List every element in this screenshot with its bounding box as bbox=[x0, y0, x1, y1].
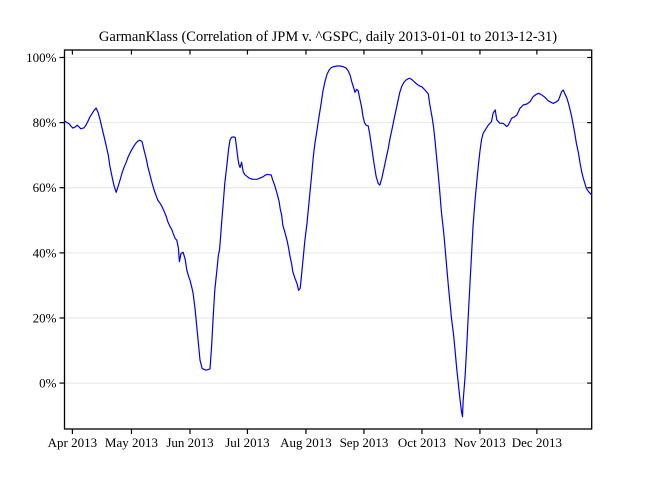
y-tick-label: 0% bbox=[39, 376, 57, 391]
x-tick-label: Jul 2013 bbox=[225, 435, 269, 450]
gridlines bbox=[64, 56, 592, 384]
x-tick-label: Sep 2013 bbox=[340, 435, 389, 450]
chart-title: GarmanKlass (Correlation of JPM v. ^GSPC… bbox=[99, 29, 557, 45]
correlation-line bbox=[63, 65, 593, 418]
x-tick-label: Oct 2013 bbox=[398, 435, 446, 450]
y-tick-label: 40% bbox=[33, 245, 57, 260]
y-tick-label: 100% bbox=[26, 50, 57, 65]
y-tick-label: 60% bbox=[33, 180, 57, 195]
x-tick-label: Nov 2013 bbox=[454, 435, 506, 450]
plot-frame bbox=[63, 49, 593, 430]
x-tick-label: Apr 2013 bbox=[48, 435, 97, 450]
y-tick-label: 20% bbox=[33, 310, 57, 325]
axis-labels: 0% 20% 40% 60% 80% 100% Apr 2013 May 2013 Jun 20… bbox=[26, 50, 562, 450]
x-tick-label: Aug 2013 bbox=[280, 435, 332, 450]
y-tick-label: 80% bbox=[33, 115, 57, 130]
x-tick-label: Jun 2013 bbox=[166, 435, 213, 450]
data-series bbox=[63, 65, 593, 418]
axes bbox=[59, 49, 593, 434]
x-tick-label: Dec 2013 bbox=[512, 435, 562, 450]
x-tick-label: May 2013 bbox=[105, 435, 158, 450]
